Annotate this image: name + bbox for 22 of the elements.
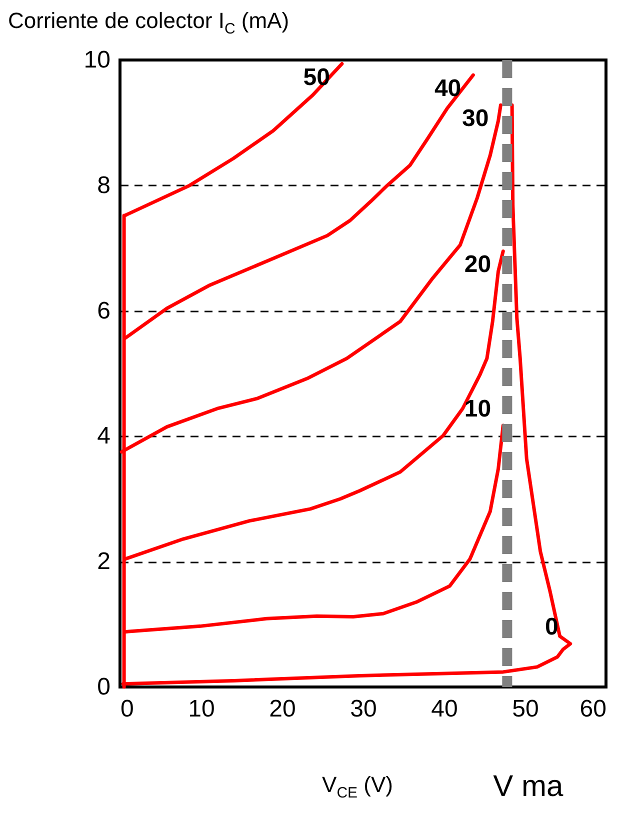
y-tick-label: 8 xyxy=(97,172,110,199)
x-tick-label: 40 xyxy=(431,696,458,722)
series-label: 0 xyxy=(545,614,558,641)
x-tick-label: 10 xyxy=(188,696,215,722)
series-label: 40 xyxy=(434,75,462,102)
y-tick-label: 6 xyxy=(97,297,110,324)
x-tick-label: 50 xyxy=(512,696,539,722)
x-tick-label: 0 xyxy=(120,696,134,722)
y-tick-label: 0 xyxy=(97,674,110,700)
x-tick-label: 20 xyxy=(269,696,296,722)
x-tick-label: 30 xyxy=(350,696,377,722)
y-tick-label: 2 xyxy=(97,548,110,576)
ref-line-label: V ma xyxy=(493,770,564,803)
series-label: 10 xyxy=(464,396,492,423)
series-label: 20 xyxy=(464,251,492,278)
y-tick-label: 4 xyxy=(97,422,110,450)
x-tick-label: 60 xyxy=(580,696,606,722)
y-tick-label: 10 xyxy=(84,46,110,74)
y-axis-title: Corriente de colector I$_{C}$ (mA) xyxy=(8,8,290,38)
x-axis-title: V$_{CE}$ (V) xyxy=(322,772,393,802)
series-label: 50 xyxy=(303,64,330,91)
series-label: 30 xyxy=(462,105,489,132)
